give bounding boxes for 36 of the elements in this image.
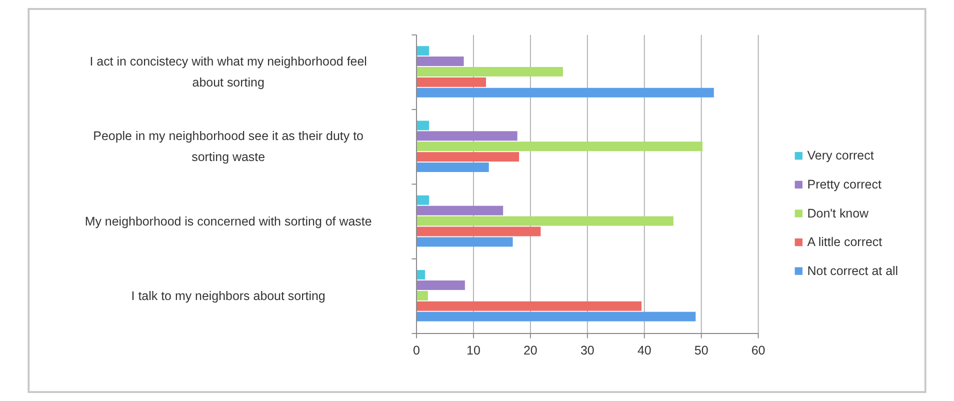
x-tick-label: 0 xyxy=(413,344,420,358)
legend-label: A little correct xyxy=(807,235,883,250)
x-tick-label: 60 xyxy=(751,344,766,358)
bar xyxy=(416,46,430,56)
x-tick-label: 50 xyxy=(694,344,708,358)
x-tick-label: 10 xyxy=(466,344,480,358)
bar xyxy=(416,162,489,172)
bar xyxy=(416,195,430,205)
bar xyxy=(416,120,430,130)
bar xyxy=(416,226,541,236)
bar xyxy=(416,301,642,311)
bar xyxy=(416,270,426,280)
x-tick-label: 30 xyxy=(580,344,594,358)
bar xyxy=(416,280,465,290)
bar xyxy=(416,290,428,300)
bar xyxy=(416,206,504,216)
bar xyxy=(416,237,513,247)
y-tick-label: My neighborhood is concerned with sorting of waste xyxy=(84,214,372,228)
y-tick-label: People in my neighborhood see it as their duty to sorting waste xyxy=(93,129,364,164)
bar xyxy=(416,88,714,98)
bar xyxy=(416,66,563,76)
y-tick-label: I act in concistecy with what my neighborhood feel about sorting xyxy=(90,54,367,90)
legend-label: Very correct xyxy=(807,148,874,163)
x-tick-label: 40 xyxy=(637,344,652,358)
bar xyxy=(416,312,696,322)
legend-label: Don't know xyxy=(807,206,870,220)
x-tick-label: 20 xyxy=(524,344,538,358)
y-tick-label: I talk to my neighbors about sorting xyxy=(131,288,326,303)
bar xyxy=(416,131,518,141)
bar xyxy=(416,56,464,66)
bar xyxy=(416,152,520,162)
legend-label: Pretty correct xyxy=(807,178,882,192)
legend-label: Not correct at all xyxy=(807,264,898,278)
bar xyxy=(416,216,674,226)
bar xyxy=(416,77,486,87)
bar xyxy=(416,142,702,152)
